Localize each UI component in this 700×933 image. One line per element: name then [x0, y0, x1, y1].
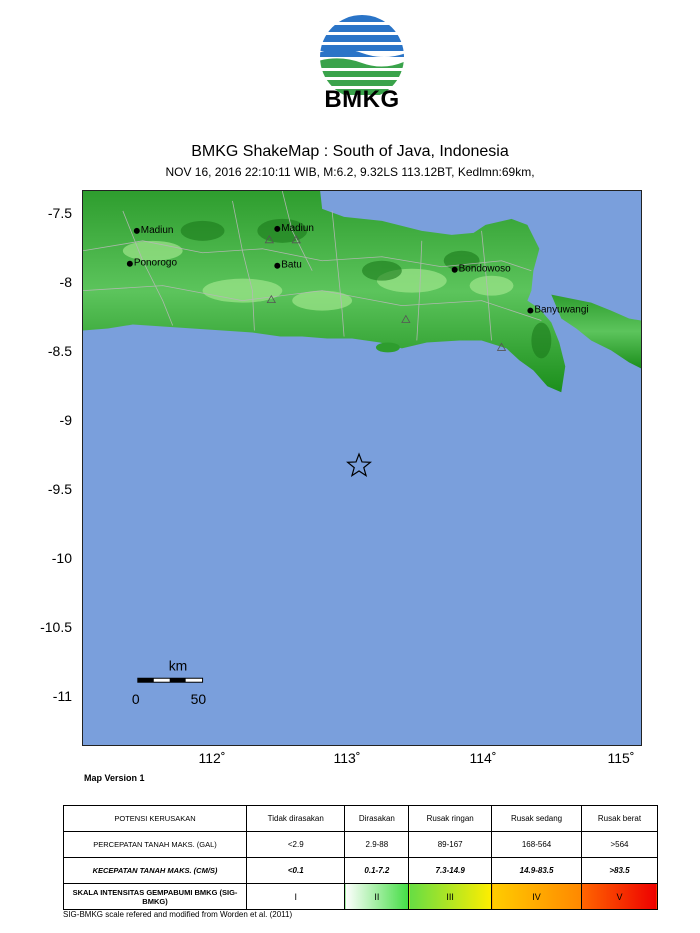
lat-label: -7.5: [47, 205, 72, 221]
legend-cell: <0.1: [245, 857, 346, 884]
intensity-legend: POTENSI KERUSAKAN Tidak dirasakan Dirasa…: [63, 805, 659, 910]
lat-label: -8.5: [47, 343, 72, 359]
scale-value-50: 50: [191, 691, 207, 707]
city-dot: [451, 266, 458, 273]
legend-row-header: POTENSI KERUSAKAN: [63, 805, 247, 832]
intensity-swatch: IV: [491, 883, 582, 910]
event-info: NOV 16, 2016 22:10:11 WIB, M:6.2, 9.32LS…: [165, 165, 535, 179]
city-label: Banyuwangi: [534, 305, 588, 316]
legend-cell: Tidak dirasakan: [245, 805, 346, 832]
city-label: Batu: [281, 260, 301, 271]
intensity-swatch: V: [580, 883, 659, 910]
city-dot: [274, 262, 281, 269]
lon-label: 115˚: [607, 750, 635, 766]
legend-cell: 2.9-88: [344, 831, 410, 858]
bmkg-logo: [320, 15, 404, 99]
lon-label: 113˚: [333, 750, 361, 766]
epicenter-star-icon: [346, 452, 372, 478]
map-version: Map Version 1: [84, 773, 145, 783]
logo-text: BMKG: [324, 86, 400, 113]
legend-cell: Rusak berat: [580, 805, 659, 832]
legend-footnote: SIG-BMKG scale refered and modified from…: [63, 910, 293, 919]
legend-cell: >83.5: [580, 857, 659, 884]
legend-row-pga: PERCEPATAN TANAH MAKS. (gal) <2.9 2.9-88…: [63, 831, 659, 858]
legend-cell: 7.3-14.9: [408, 857, 493, 884]
legend-row-header: KECEPATAN TANAH MAKS. (cm/s): [63, 857, 247, 884]
legend-cell: 89-167: [408, 831, 493, 858]
lat-label: -8: [59, 274, 72, 290]
city-markers: Madiun Madiun Ponorogo Batu Bondowoso Ba…: [126, 223, 589, 316]
lat-label: -9.5: [47, 481, 72, 497]
scale-value-0: 0: [132, 691, 140, 707]
legend-row-header: SKALA INTENSITAS GEMPABUMI BMKG (SIG-BMK…: [63, 883, 247, 910]
legend-cell: <2.9: [245, 831, 346, 858]
lat-label: -10.5: [40, 619, 72, 635]
legend-row-intensity: SKALA INTENSITAS GEMPABUMI BMKG (SIG-BMK…: [63, 883, 659, 910]
legend-cell: >564: [580, 831, 659, 858]
legend-cell: 168-564: [491, 831, 582, 858]
city-dot: [133, 227, 140, 234]
scale-unit: km: [169, 657, 188, 673]
bali-landmass: [551, 294, 641, 369]
madura-coast: [381, 191, 482, 205]
map-title: BMKG ShakeMap : South of Java, Indonesia: [191, 143, 509, 160]
nusa-barung-island: [375, 342, 400, 353]
city-dot: [274, 225, 281, 232]
intensity-swatch: I: [245, 883, 346, 910]
intensity-swatch: III: [408, 883, 493, 910]
lat-label: -9: [59, 412, 72, 428]
legend-cell: Rusak ringan: [408, 805, 493, 832]
city-label: Madiun: [141, 225, 174, 236]
lon-label: 114˚: [469, 750, 497, 766]
lat-label: -10: [51, 550, 72, 566]
lon-label: 112˚: [198, 750, 226, 766]
city-label: Madiun: [281, 223, 314, 234]
legend-row-pgv: KECEPATAN TANAH MAKS. (cm/s) <0.1 0.1-7.…: [63, 857, 659, 884]
legend-cell: 14.9-83.5: [491, 857, 582, 884]
city-dot: [126, 260, 133, 267]
city-dot: [527, 307, 534, 314]
city-label: Bondowoso: [459, 264, 511, 275]
legend-row-header: PERCEPATAN TANAH MAKS. (gal): [63, 831, 247, 858]
intensity-swatch: II: [344, 883, 410, 910]
volcano-markers: [264, 235, 507, 351]
legend-row-damage: POTENSI KERUSAKAN Tidak dirasakan Dirasa…: [63, 805, 659, 832]
legend-cell: Rusak sedang: [491, 805, 582, 832]
lat-label: -11: [52, 688, 72, 704]
shakemap: Madiun Madiun Ponorogo Batu Bondowoso Ba…: [82, 190, 642, 746]
city-label: Ponorogo: [134, 258, 178, 269]
legend-cell: Dirasakan: [344, 805, 410, 832]
legend-cell: 0.1-7.2: [344, 857, 410, 884]
